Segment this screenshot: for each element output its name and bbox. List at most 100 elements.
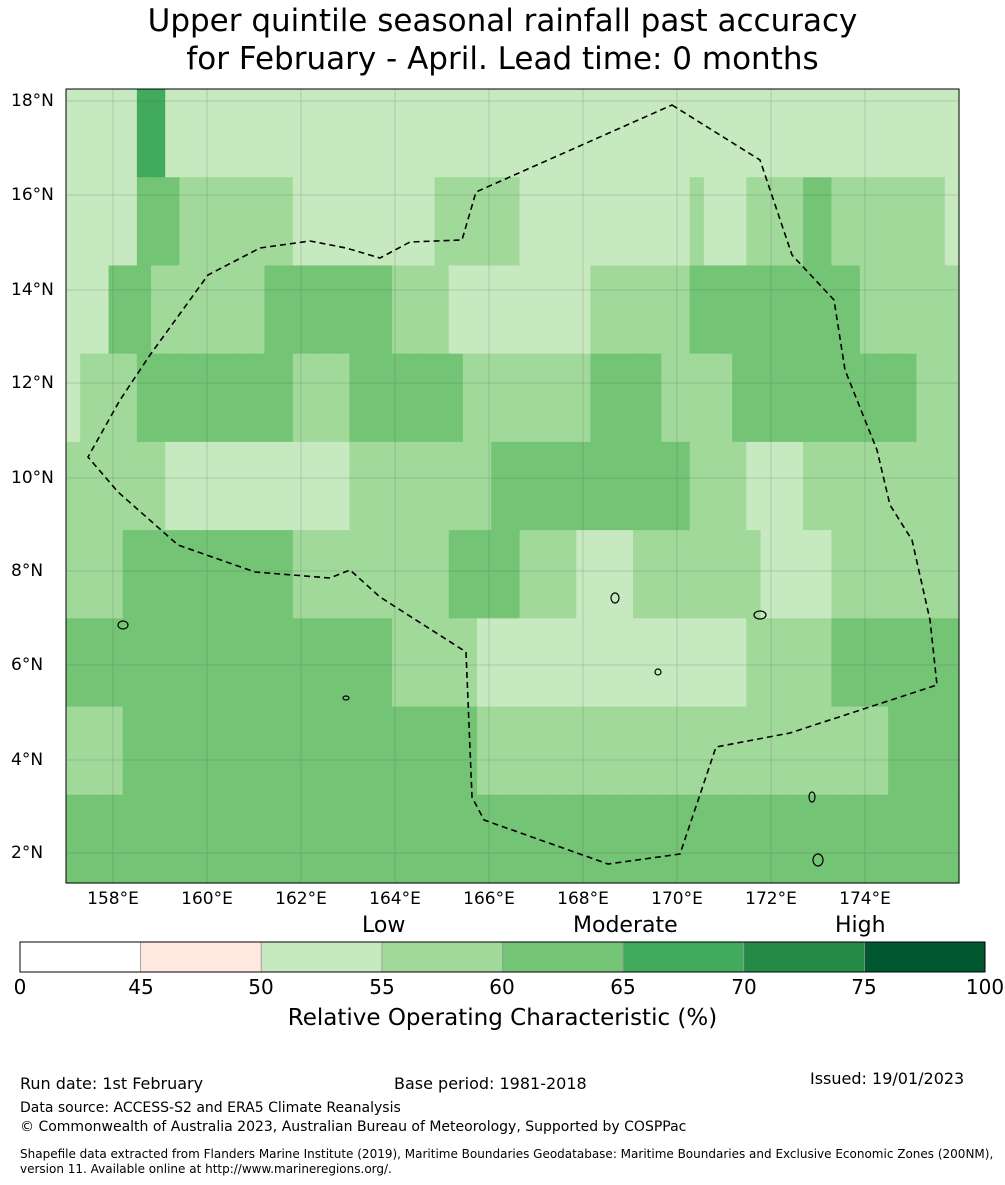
grid-cell <box>236 177 251 267</box>
grid-cell <box>675 794 691 884</box>
grid-cell <box>406 265 421 355</box>
grid-cell <box>250 89 266 178</box>
grid-cell <box>788 265 804 355</box>
grid-cell <box>278 794 294 884</box>
grid-cell <box>845 706 861 796</box>
grid-cell <box>179 530 195 619</box>
grid-cell <box>562 441 577 531</box>
grid-cell <box>703 177 719 267</box>
grid-cell <box>80 353 95 443</box>
grid-cell <box>278 706 294 796</box>
grid-cell <box>873 177 889 267</box>
grid-cell <box>632 441 648 531</box>
grid-cell <box>221 89 237 178</box>
grid-cell <box>689 441 705 531</box>
grid-cell <box>647 89 662 178</box>
grid-cell <box>306 441 322 531</box>
grid-cell <box>590 706 606 796</box>
grid-cell <box>703 353 719 443</box>
grid-cell <box>462 618 478 708</box>
grid-cell <box>902 177 918 267</box>
grid-cell <box>193 265 209 355</box>
lat-label: 14°N <box>11 280 54 300</box>
grid-cell <box>462 794 478 884</box>
grid-cell <box>590 89 606 178</box>
grid-cell <box>902 89 918 178</box>
grid-cell <box>760 706 776 796</box>
lat-label: 16°N <box>11 185 54 205</box>
grid-cell <box>306 265 322 355</box>
grid-cell <box>406 706 421 796</box>
grid-cell <box>420 618 436 708</box>
grid-cell <box>817 89 833 178</box>
grid-cell <box>193 706 209 796</box>
grid-cell <box>732 89 747 178</box>
grid-cell <box>420 89 436 178</box>
grid-cell <box>221 265 237 355</box>
grid-cell <box>547 353 563 443</box>
grid-cell <box>377 441 393 531</box>
grid-cell <box>562 618 577 708</box>
grid-cell <box>888 441 903 531</box>
grid-cell <box>746 177 762 267</box>
grid-cell <box>491 177 507 267</box>
grid-cell <box>859 706 875 796</box>
lat-label: 8°N <box>11 561 44 581</box>
grid-cell <box>703 265 719 355</box>
grid-cell <box>718 89 733 178</box>
grid-cell <box>831 706 847 796</box>
grid-cell <box>873 89 889 178</box>
grid-cell <box>278 89 294 178</box>
grid-cell <box>803 353 818 443</box>
grid-cell <box>576 618 592 708</box>
colorbar-tick: 100 <box>965 975 1005 999</box>
grid-cell <box>136 618 152 708</box>
grid-cell <box>236 353 251 443</box>
grid-cell <box>221 706 237 796</box>
grid-cell <box>335 794 351 884</box>
grid-cell <box>434 177 450 267</box>
base-period: Base period: 1981-2018 <box>394 1074 587 1093</box>
grid-cell <box>519 89 535 178</box>
grid-cell <box>335 89 351 178</box>
grid-cell <box>236 265 251 355</box>
grid-cell <box>831 530 847 619</box>
grid-cell <box>718 706 733 796</box>
grid-cell <box>264 265 280 355</box>
grid-cell <box>193 530 209 619</box>
grid-cell <box>236 89 251 178</box>
grid-cell <box>108 177 124 267</box>
grid-cell <box>236 530 251 619</box>
grid-cell <box>746 265 762 355</box>
grid-cell <box>774 265 790 355</box>
grid-cell <box>349 441 365 531</box>
grid-cell <box>647 618 662 708</box>
grid-cell <box>661 353 677 443</box>
grid-cell <box>292 177 308 267</box>
grid-cell <box>944 794 960 884</box>
grid-cell <box>392 353 407 443</box>
grid-cell <box>902 265 918 355</box>
grid-cell <box>703 530 719 619</box>
grid-cell <box>647 265 662 355</box>
grid-cell <box>718 794 733 884</box>
grid-cell <box>264 530 280 619</box>
grid-cell <box>321 530 336 619</box>
grid-cell <box>221 441 237 531</box>
grid-cell <box>122 441 138 531</box>
grid-cell <box>604 177 620 267</box>
grid-cell <box>236 706 251 796</box>
grid-cell <box>377 530 393 619</box>
grid-cell <box>179 353 195 443</box>
grid-cell <box>859 89 875 178</box>
lat-label: 2°N <box>11 843 44 863</box>
grid-cell <box>718 265 733 355</box>
grid-cell <box>675 441 691 531</box>
grid-cell <box>66 89 81 178</box>
grid-cell <box>80 706 95 796</box>
grid-cell <box>94 353 110 443</box>
grid-cell <box>647 441 662 531</box>
colorbar-tick: 75 <box>851 975 877 999</box>
grid-cell <box>136 353 152 443</box>
grid-cell <box>165 441 180 531</box>
